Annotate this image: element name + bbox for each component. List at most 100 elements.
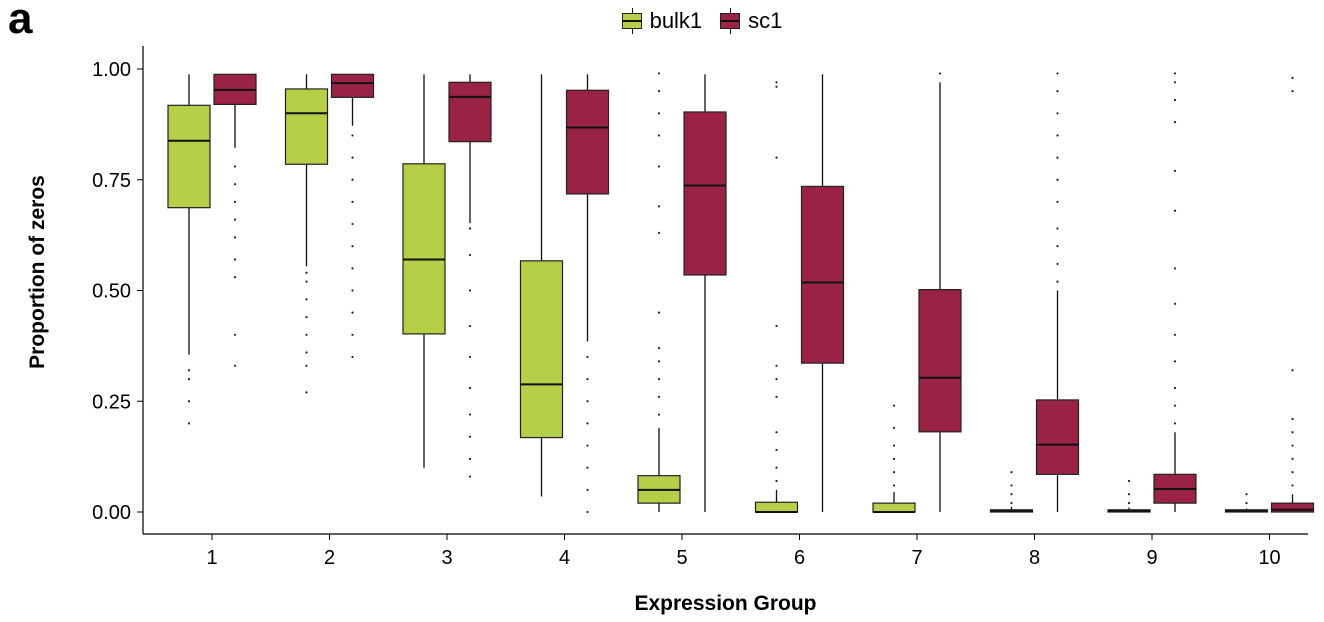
outlier-point — [657, 231, 661, 235]
outlier-point — [892, 444, 896, 447]
y-tick-label: 0.75 — [92, 170, 131, 192]
outlier-point — [938, 72, 942, 75]
y-tick-label: 1.00 — [92, 59, 131, 81]
outlier-point — [1173, 302, 1177, 305]
outlier-point — [892, 484, 896, 487]
outlier-point — [775, 479, 778, 483]
x-tick-label: 1 — [206, 547, 217, 569]
outlier-point — [775, 466, 778, 469]
outlier-point — [1291, 369, 1294, 372]
box-bulk1-7 — [872, 502, 916, 513]
box-sc1-6 — [800, 185, 845, 364]
outlier-point — [468, 253, 472, 257]
outlier-point — [233, 258, 237, 261]
outlier-point — [1245, 502, 1248, 505]
outlier-point — [233, 183, 237, 186]
outlier-point — [468, 386, 472, 390]
box-sc1-7 — [918, 289, 962, 433]
outlier-point — [1291, 90, 1294, 93]
outlier-point — [1173, 98, 1177, 102]
x-tick-label: 9 — [1146, 547, 1157, 569]
outlier-point — [1173, 386, 1177, 390]
outlier-point — [233, 276, 237, 279]
outlier-point — [1173, 267, 1177, 270]
outlier-point — [1245, 493, 1248, 496]
y-tick-label: 0.25 — [92, 391, 131, 413]
legend-item-sc1: sc1 — [720, 8, 782, 34]
x-tick-label: 8 — [1029, 547, 1040, 569]
x-tick-label: 3 — [441, 547, 452, 569]
outlier-point — [1056, 112, 1059, 115]
outlier-point — [586, 444, 589, 447]
outlier-point — [657, 378, 661, 381]
outlier-point — [1056, 156, 1059, 159]
legend-label-sc1: sc1 — [748, 8, 783, 33]
x-tick-label: 10 — [1258, 547, 1280, 569]
outlier-point — [657, 413, 661, 416]
x-tick-label: 5 — [676, 547, 687, 569]
outlier-point — [1056, 245, 1059, 248]
outlier-point — [1291, 457, 1294, 460]
outlier-point — [233, 364, 237, 367]
outlier-point — [586, 488, 589, 491]
outlier-point — [657, 311, 661, 314]
legend-label-bulk1: bulk1 — [649, 8, 703, 33]
outlier-point — [1291, 471, 1294, 474]
outlier-point — [305, 298, 308, 301]
outlier-point — [351, 355, 354, 359]
outlier-point — [468, 324, 472, 328]
outlier-point — [1173, 209, 1177, 212]
outlier-point — [1173, 333, 1177, 336]
outlier-point — [305, 364, 308, 367]
box-sc1-2 — [330, 73, 375, 98]
outlier-point — [187, 400, 191, 403]
outlier-point — [1291, 76, 1294, 79]
outlier-point — [351, 289, 354, 292]
outlier-point — [351, 200, 354, 203]
outlier-point — [468, 457, 472, 460]
outlier-point — [657, 395, 661, 398]
outlier-point — [1010, 484, 1013, 487]
legend-item-bulk1: bulk1 — [621, 8, 703, 34]
x-tick-label: 2 — [324, 547, 335, 569]
y-tick-label: 0.50 — [92, 281, 131, 303]
outlier-point — [586, 466, 589, 469]
outlier-point — [233, 236, 237, 239]
x-tick-label: 7 — [911, 547, 922, 569]
outlier-point — [775, 448, 778, 452]
outlier-point — [351, 156, 354, 159]
outlier-point — [1056, 262, 1059, 266]
outlier-point — [187, 422, 191, 425]
outlier-point — [775, 378, 778, 381]
box-sc1-3 — [448, 81, 492, 143]
outlier-point — [892, 471, 896, 474]
outlier-point — [586, 422, 589, 425]
outlier-point — [657, 165, 661, 168]
legend-key-bulk1 — [621, 8, 644, 34]
outlier-point — [468, 435, 472, 438]
outlier-point — [586, 400, 589, 403]
outlier-point — [775, 364, 778, 367]
outlier-point — [775, 431, 778, 434]
y-tick-label: 0.00 — [92, 502, 131, 524]
x-axis-label: Expression Group — [634, 592, 817, 615]
outlier-point — [892, 457, 896, 460]
outlier-point — [775, 85, 778, 88]
outlier-point — [1127, 493, 1131, 496]
legend-key-sc1 — [720, 8, 742, 34]
outlier-point — [468, 355, 472, 359]
outlier-point — [1056, 200, 1059, 203]
outlier-point — [1127, 502, 1131, 505]
outlier-point — [351, 311, 354, 314]
outlier-point — [775, 395, 778, 398]
outlier-point — [775, 81, 778, 84]
outlier-point — [233, 165, 237, 168]
outlier-point — [468, 413, 472, 416]
chart-legend: bulk1 sc1 — [0, 8, 1324, 39]
outlier-point — [657, 360, 661, 363]
outlier-point — [305, 280, 308, 283]
x-tick-label: 6 — [794, 547, 805, 569]
outlier-point — [187, 369, 191, 372]
outlier-point — [657, 205, 661, 208]
